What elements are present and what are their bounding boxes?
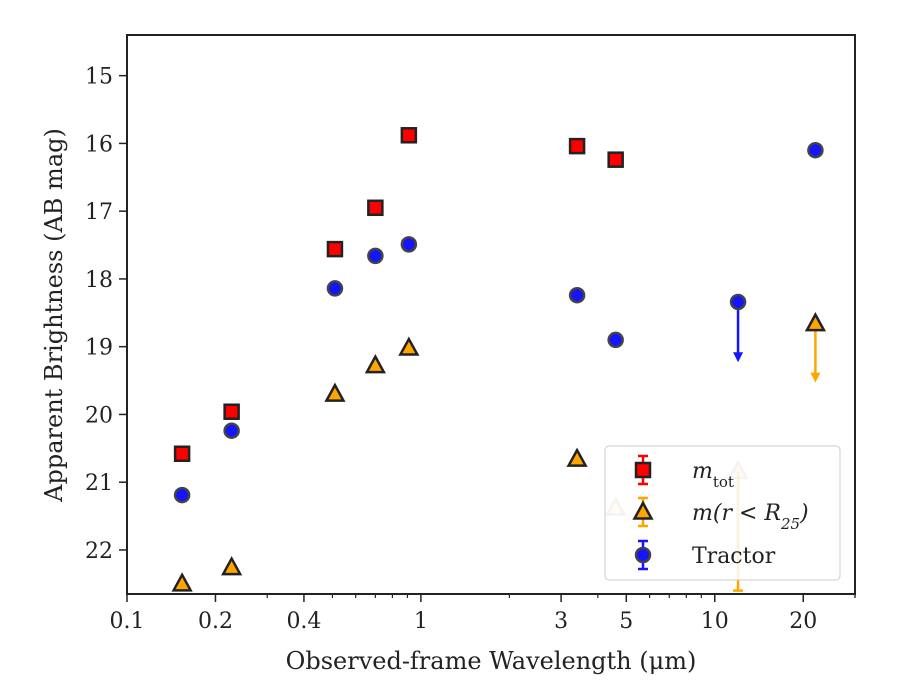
legend-label-m-r25: m(r < R25) bbox=[692, 501, 809, 533]
x-tick-label: 1 bbox=[414, 609, 428, 634]
legend-box bbox=[604, 445, 841, 581]
legend-label-tractor: Tractor bbox=[692, 544, 776, 569]
data-point bbox=[804, 312, 827, 332]
data-point bbox=[607, 151, 624, 168]
y-axis-label: Apparent Brightness (AB mag) bbox=[40, 128, 68, 503]
series-tractor bbox=[173, 141, 824, 504]
y-tick-label: 20 bbox=[85, 403, 113, 428]
plot-frame bbox=[126, 34, 856, 595]
x-axis-ticks: 0.1 0.2 0.4 1 3 5 10 20 bbox=[110, 594, 856, 634]
x-axis-label: Observed-frame Wavelength (μm) bbox=[286, 647, 697, 675]
legend-marker-m-r25 bbox=[632, 500, 654, 520]
data-point bbox=[171, 572, 193, 592]
y-tick-label: 17 bbox=[85, 200, 113, 225]
data-point bbox=[566, 447, 588, 467]
x-tick-label: 5 bbox=[619, 609, 633, 634]
y-axis-ticks: 15 16 17 18 19 20 21 22 bbox=[85, 65, 127, 564]
y-tick-label: 15 bbox=[85, 65, 113, 90]
data-point bbox=[223, 403, 240, 420]
data-point bbox=[568, 137, 586, 155]
upper-limit-arrow-head bbox=[733, 352, 744, 363]
data-point bbox=[324, 382, 346, 402]
y-tick-label: 22 bbox=[85, 539, 113, 564]
y-tick-label: 19 bbox=[85, 336, 113, 361]
series-m-tot bbox=[173, 127, 624, 462]
data-point bbox=[364, 354, 386, 374]
legend: mtot m(r < R25) Tractor bbox=[604, 445, 841, 581]
upper-limit-arrow-head bbox=[810, 372, 821, 383]
y-tick-label: 21 bbox=[85, 471, 113, 496]
x-tick-label: 10 bbox=[701, 609, 729, 634]
x-tick-label: 0.1 bbox=[110, 609, 145, 634]
x-tick-label: 0.2 bbox=[198, 609, 233, 634]
data-point bbox=[400, 127, 418, 144]
legend-label-m-tot: mtot bbox=[692, 459, 734, 491]
x-tick-label: 3 bbox=[554, 609, 568, 634]
legend-marker-tractor bbox=[634, 546, 652, 564]
data-point bbox=[173, 445, 191, 462]
x-tick-label: 0.4 bbox=[286, 609, 321, 634]
data-point bbox=[398, 336, 420, 356]
y-tick-label: 18 bbox=[85, 268, 113, 293]
y-tick-label: 16 bbox=[85, 132, 113, 157]
data-point bbox=[326, 240, 344, 258]
x-tick-label: 20 bbox=[789, 609, 817, 634]
legend-marker-m-tot bbox=[634, 461, 652, 479]
data-point bbox=[367, 199, 384, 217]
data-point bbox=[221, 555, 243, 576]
